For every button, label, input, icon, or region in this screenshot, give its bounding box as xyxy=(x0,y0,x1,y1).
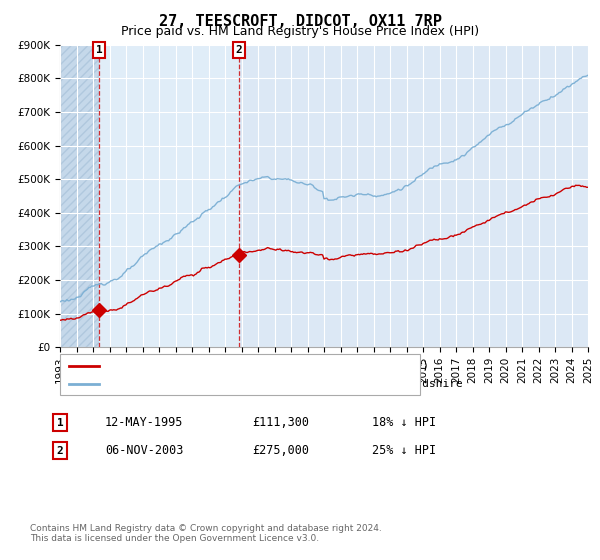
Text: 18% ↓ HPI: 18% ↓ HPI xyxy=(372,416,436,430)
Text: 27, TEESCROFT, DIDCOT, OX11 7RP: 27, TEESCROFT, DIDCOT, OX11 7RP xyxy=(158,14,442,29)
Text: 06-NOV-2003: 06-NOV-2003 xyxy=(105,444,184,458)
Text: 12-MAY-1995: 12-MAY-1995 xyxy=(105,416,184,430)
Text: HPI: Average price, detached house, South Oxfordshire: HPI: Average price, detached house, Sout… xyxy=(105,379,463,389)
Text: 27, TEESCROFT, DIDCOT, OX11 7RP (detached house): 27, TEESCROFT, DIDCOT, OX11 7RP (detache… xyxy=(105,361,429,371)
Text: 1: 1 xyxy=(56,418,64,428)
Text: £275,000: £275,000 xyxy=(252,444,309,458)
Text: 2: 2 xyxy=(235,45,242,55)
Text: Price paid vs. HM Land Registry's House Price Index (HPI): Price paid vs. HM Land Registry's House … xyxy=(121,25,479,38)
Text: Contains HM Land Registry data © Crown copyright and database right 2024.
This d: Contains HM Land Registry data © Crown c… xyxy=(30,524,382,543)
Bar xyxy=(99,45,239,347)
Text: £111,300: £111,300 xyxy=(252,416,309,430)
Text: 25% ↓ HPI: 25% ↓ HPI xyxy=(372,444,436,458)
Text: 1: 1 xyxy=(95,45,103,55)
Text: 2: 2 xyxy=(56,446,64,456)
Bar xyxy=(60,45,99,347)
